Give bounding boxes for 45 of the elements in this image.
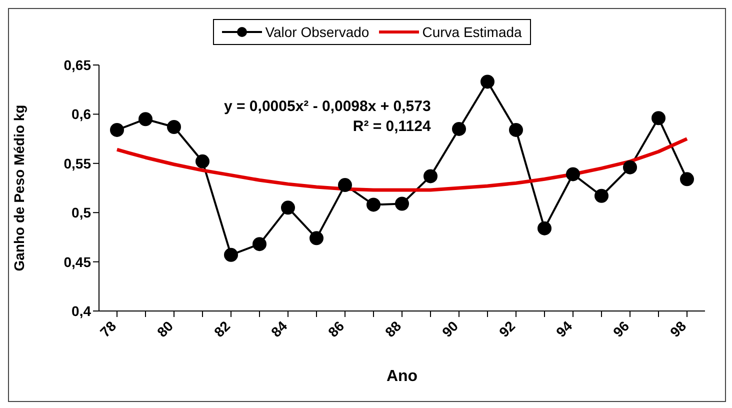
y-tick-label: 0,5 <box>72 204 92 221</box>
x-tick-label: 84 <box>268 318 290 340</box>
y-tick-label: 0,45 <box>64 254 92 270</box>
point <box>680 172 694 186</box>
point <box>138 112 152 126</box>
y-tick-label: 0,65 <box>64 56 92 73</box>
point <box>509 122 523 137</box>
legend-label: Valor Observado <box>264 24 370 40</box>
point <box>652 111 666 126</box>
point <box>110 122 124 137</box>
x-tick-label: 80 <box>154 318 176 340</box>
annotation: R² = 0,1124 <box>352 117 431 137</box>
point <box>594 188 608 203</box>
point <box>395 196 409 211</box>
x-tick-label: 98 <box>666 318 690 340</box>
point <box>538 221 552 236</box>
x-tick-label: 78 <box>96 318 120 340</box>
point <box>366 198 380 212</box>
point <box>566 167 580 182</box>
point <box>424 169 438 184</box>
legend-label: Curva Estimada <box>421 24 522 40</box>
point <box>338 178 352 192</box>
point <box>480 74 494 89</box>
point <box>224 248 238 262</box>
x-tick-label: 90 <box>438 318 462 340</box>
point <box>196 154 210 168</box>
x-tick-label: 92 <box>496 318 518 340</box>
point <box>623 160 637 174</box>
x-tick-label: 94 <box>552 318 576 340</box>
x-tick-label: 82 <box>210 318 234 340</box>
point <box>167 120 181 134</box>
y-axis-title: Ganho de Peso Médio kg <box>10 104 27 272</box>
annotation: y = 0,0005x² - 0,0098x + 0,573 <box>224 97 431 117</box>
point <box>452 122 466 136</box>
x-tick-label: 86 <box>324 318 348 340</box>
y-tick-label: 0,55 <box>64 155 92 172</box>
y-tick-label: 0,4 <box>72 302 92 319</box>
line-series <box>115 137 689 192</box>
x-axis-title: Ano <box>386 368 418 385</box>
point <box>310 231 324 246</box>
point <box>252 237 266 252</box>
y-tick-label: 0,6 <box>72 106 92 122</box>
point <box>281 200 295 215</box>
x-tick-label: 88 <box>382 318 404 340</box>
x-tick-label: 96 <box>610 318 632 340</box>
